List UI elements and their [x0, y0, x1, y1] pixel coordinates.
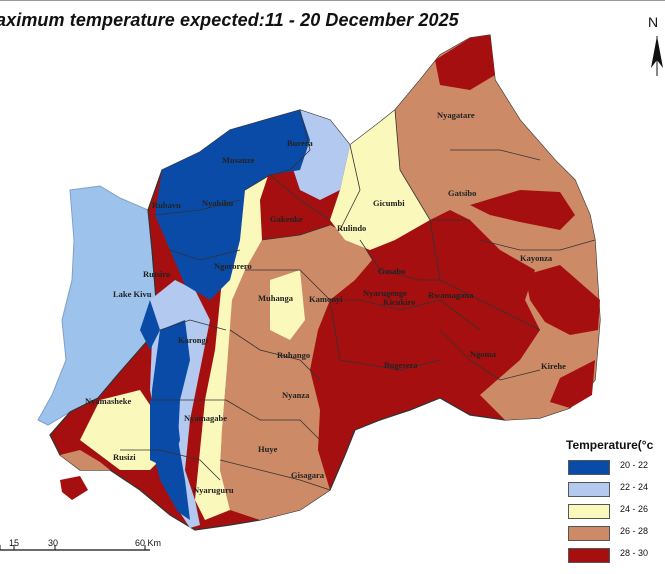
legend-item: 22 - 24 [566, 482, 665, 504]
label-musanze: Musanze [222, 155, 255, 165]
zone-20-22-west [140, 300, 160, 350]
legend-label: 26 - 28 [620, 526, 649, 536]
legend-label: 24 - 26 [620, 504, 649, 514]
label-rutsiro: Rutsiro [143, 269, 170, 279]
legend-label: 28 - 30 [620, 548, 649, 558]
district-labels: Nyagatare Burera Musanze Gatsibo Gicumbi… [85, 110, 566, 495]
map-title: aximum temperature expected:11 - 20 Dece… [0, 10, 459, 30]
legend-item: 26 - 28 [566, 526, 665, 548]
scale-tick-60: 60 Km [135, 538, 162, 548]
district-borders [120, 109, 596, 491]
zone-28-30-kirehe [550, 360, 595, 408]
label-ruhango: Ruhango [277, 350, 310, 360]
label-muhanga: Muhanga [258, 293, 294, 303]
label-kamonyi: Kamonyi [309, 294, 343, 304]
zone-26-28-central [220, 225, 372, 520]
label-karongi: Karongi [178, 335, 209, 345]
label-kicukiro: Kicukiro [383, 297, 415, 307]
label-burera: Burera [287, 138, 314, 148]
zone-20-22-northwest [155, 110, 310, 300]
label-kirehe: Kirehe [541, 361, 566, 371]
legend: Temperature(°c 20 - 22 22 - 24 24 - 26 2… [566, 438, 665, 570]
label-nyagatare: Nyagatare [437, 110, 475, 120]
label-gicumbi: Gicumbi [373, 198, 405, 208]
legend-label: 20 - 22 [620, 460, 649, 470]
label-rwamagana: Rwamagana [428, 290, 474, 300]
legend-swatch [568, 548, 610, 563]
zone-28-30-nyagatare [435, 35, 495, 90]
legend-label: 22 - 24 [620, 482, 649, 492]
legend-item: 28 - 30 [566, 548, 665, 570]
label-nyanza: Nyanza [282, 390, 310, 400]
zone-24-26-muhanga [270, 270, 305, 340]
zone-28-30-kayonza [525, 265, 600, 335]
legend-swatch [568, 526, 610, 541]
label-gasabo: Gasabo [378, 266, 405, 276]
label-ngoma: Ngoma [470, 349, 497, 359]
label-ngororero: Ngororero [214, 261, 252, 271]
label-nyaruguru: Nyaruguru [193, 485, 234, 495]
zone-24-26-band [195, 130, 270, 520]
label-rubavu: Rubavu [152, 200, 181, 210]
legend-item: 20 - 22 [566, 460, 665, 482]
label-gisagara: Gisagara [291, 470, 325, 480]
label-gatsibo: Gatsibo [448, 188, 476, 198]
legend-item: 24 - 26 [566, 504, 665, 526]
legend-swatch [568, 504, 610, 519]
zone-26-28-southwest [60, 450, 110, 470]
scale-tick-30: 30 [48, 538, 59, 548]
legend-title: Temperature(°c [566, 438, 654, 452]
label-kayonza: Kayonza [520, 253, 553, 263]
zone-24-26-north [330, 110, 430, 250]
label-nyamagabe: Nyamagabe [184, 413, 227, 423]
label-rulindo: Rulindo [337, 223, 366, 233]
zone-20-22-nyamagabe [150, 395, 180, 470]
label-rusizi: Rusizi [113, 452, 136, 462]
label-bugesera: Bugesera [384, 360, 418, 370]
label-nyarugenge: Nyarugenge [363, 288, 407, 298]
label-lake-kivu: Lake Kivu [113, 289, 152, 299]
label-nyabihu: Nyabihu [202, 198, 233, 208]
scale-bar [0, 545, 150, 551]
zone-28-30-rusizi [60, 476, 88, 500]
legend-swatch [568, 482, 610, 497]
zone-28-30-gatsibo [470, 190, 575, 230]
label-nyamasheke: Nyamasheke [85, 396, 132, 406]
legend-swatch [568, 460, 610, 475]
north-label: N [648, 14, 659, 30]
north-arrow-icon [651, 36, 663, 76]
scale-tick-15: 15 [9, 538, 20, 548]
label-gakenke: Gakenke [270, 214, 303, 224]
label-huye: Huye [258, 444, 278, 454]
